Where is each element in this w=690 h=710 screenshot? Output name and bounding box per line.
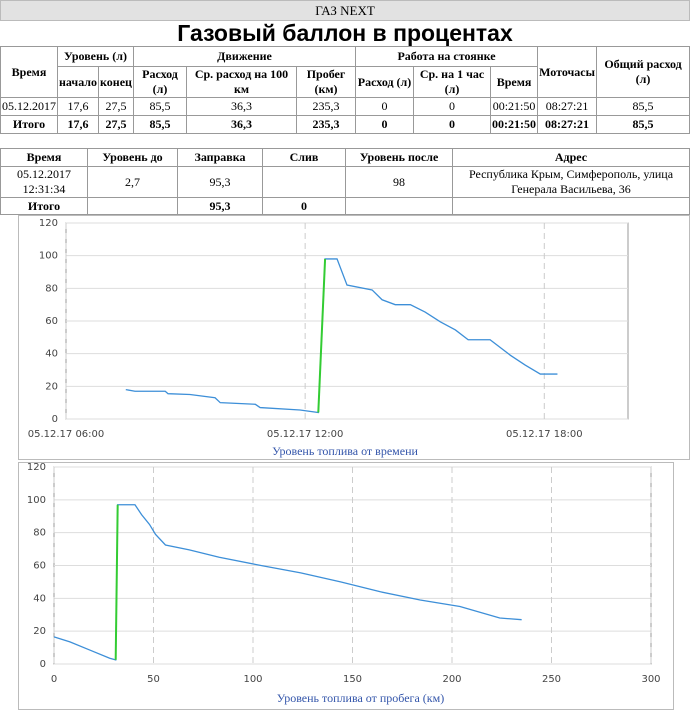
header-cell: Работа на стоянке <box>355 46 539 67</box>
table-cell: 85,5 <box>596 115 690 134</box>
y-tick-label: 60 <box>45 316 58 327</box>
header-cell: Движение <box>132 46 357 67</box>
header-cell: Расход (л) <box>133 66 187 98</box>
series-line <box>317 258 327 413</box>
header-cell: Уровень (л) <box>57 46 134 67</box>
table-cell: 05.12.2017 12:31:34 <box>0 166 88 198</box>
table-cell: 95,3 <box>177 197 263 215</box>
header-cell: Ср. на 1 час (л) <box>413 66 492 98</box>
y-tick-label: 100 <box>39 251 58 262</box>
y-tick-label: 120 <box>27 462 46 473</box>
x-tick-label: 50 <box>147 674 160 685</box>
table-cell: 0 <box>355 115 415 134</box>
table-cell: 0 <box>413 115 492 134</box>
table-cell: 95,3 <box>177 166 263 198</box>
x-tick-label: 0 <box>51 674 57 685</box>
table-cell: 98 <box>345 166 453 198</box>
x-tick-label: 100 <box>243 674 262 685</box>
header-cell: Общий расход (л) <box>596 46 690 98</box>
table-cell: 17,6 <box>57 115 99 134</box>
x-axis-label: Уровень топлива от пробега (км) <box>277 691 444 705</box>
table-cell: 0 <box>355 97 415 116</box>
y-tick-label: 20 <box>45 381 58 392</box>
y-tick-label: 20 <box>33 626 46 637</box>
table-cell <box>452 197 690 215</box>
header-cell: Расход (л) <box>355 66 415 98</box>
header-cell: Заправка <box>177 148 263 167</box>
table-cell: 85,5 <box>133 115 187 134</box>
table-cell: 00:21:50 <box>490 115 539 134</box>
table-cell: 27,5 <box>98 97 134 116</box>
table-row: 05.12.2017 12:31:34 2,7 95,3 98 Республика К… <box>0 166 690 198</box>
header-cell: конец <box>98 66 134 98</box>
table-cell <box>345 197 453 215</box>
table-cell: 36,3 <box>186 115 297 134</box>
y-tick-label: 40 <box>33 593 46 604</box>
refuel-table: Время Уровень до Заправка Слив Уровень после… <box>0 148 690 215</box>
table-cell: 0 <box>413 97 492 116</box>
y-tick-label: 0 <box>52 414 58 425</box>
summary-table: Время Уровень (л) Движение Работа на сто… <box>0 46 690 134</box>
y-tick-label: 80 <box>33 528 46 539</box>
header-cell: Адрес <box>452 148 690 167</box>
header-cell: Время <box>490 66 539 98</box>
header-cell: Пробег (км) <box>295 66 357 98</box>
table-row: Итого 95,3 0 <box>0 197 690 215</box>
table-cell: Республика Крым, Симферополь, улица Гене… <box>452 166 690 198</box>
table-cell <box>87 197 178 215</box>
x-tick-label: 05.12.17 18:00 <box>506 429 583 440</box>
x-tick-label: 05.12.17 06:00 <box>28 429 105 440</box>
chart-frame <box>18 215 690 460</box>
table-cell <box>262 166 346 198</box>
header-cell: Уровень до <box>87 148 178 167</box>
brand-bar: ГАЗ NEXT <box>0 0 690 21</box>
x-tick-label: 150 <box>343 674 362 685</box>
x-tick-label: 300 <box>641 674 660 685</box>
header-cell: начало <box>57 66 99 98</box>
table-cell: 17,6 <box>57 97 99 116</box>
y-tick-label: 100 <box>27 495 46 506</box>
table-cell: 05.12.2017 <box>0 97 58 116</box>
table-cell: 235,3 <box>295 115 357 134</box>
distance-chart: 0 20 40 60 80 100 120 0 50 100 150 200 250 300 Уровень… <box>18 462 674 710</box>
y-tick-label: 60 <box>33 561 46 572</box>
table-row: Итого 17,6 27,5 85,5 36,3 235,3 0 0 00:21:50 08:2… <box>0 115 690 134</box>
time-chart: 0 20 40 60 80 100 120 05.12.17 06:00 05.12.17 12… <box>18 215 690 460</box>
header-cell: Уровень после <box>345 148 453 167</box>
header-cell: Время <box>0 148 88 167</box>
y-tick-label: 0 <box>40 659 46 670</box>
table-cell: Итого <box>0 197 88 215</box>
y-tick-label: 80 <box>45 283 58 294</box>
table-cell: Итого <box>0 115 58 134</box>
table-cell: 36,3 <box>186 97 297 116</box>
header-cell: Время <box>0 46 58 98</box>
table-cell: 0 <box>262 197 346 215</box>
table-cell: 08:27:21 <box>537 97 598 116</box>
x-tick-label: 250 <box>542 674 561 685</box>
header-cell: Моточасы <box>537 46 598 98</box>
series-line <box>125 258 558 414</box>
y-tick-label: 40 <box>45 349 58 360</box>
header-cell: Ср. расход на 100 км <box>186 66 297 98</box>
series-line <box>114 504 119 660</box>
table-cell: 27,5 <box>98 115 134 134</box>
header-cell: Слив <box>262 148 346 167</box>
table-cell: 08:27:21 <box>537 115 598 134</box>
x-tick-label: 200 <box>442 674 461 685</box>
table-row: 05.12.2017 17,6 27,5 85,5 36,3 235,3 0 0 00:21:5… <box>0 97 690 116</box>
page-title: Газовый баллон в процентах <box>177 20 513 46</box>
y-tick-label: 120 <box>39 218 58 229</box>
x-axis-label: Уровень топлива от времени <box>272 444 418 458</box>
table-cell: 235,3 <box>295 97 357 116</box>
table-cell: 85,5 <box>133 97 187 116</box>
table-cell: 85,5 <box>596 97 690 116</box>
table-cell: 00:21:50 <box>490 97 539 116</box>
table-cell: 2,7 <box>87 166 178 198</box>
series-line <box>53 504 522 661</box>
x-tick-label: 05.12.17 12:00 <box>267 429 344 440</box>
